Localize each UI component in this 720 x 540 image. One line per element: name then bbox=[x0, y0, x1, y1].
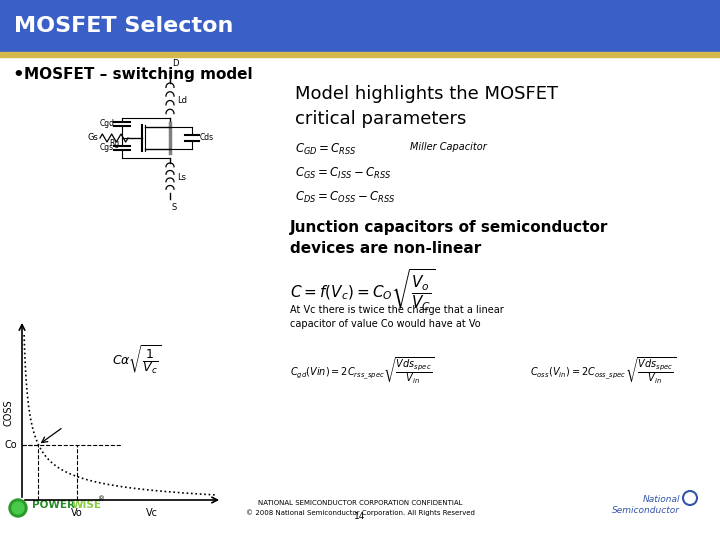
Text: Cgs: Cgs bbox=[100, 144, 114, 152]
Text: Junction capacitors of semiconductor
devices are non-linear: Junction capacitors of semiconductor dev… bbox=[290, 220, 608, 256]
Text: NATIONAL SEMICONDUCTOR CORPORATION CONFIDENTIAL
© 2008 National Semiconductor Co: NATIONAL SEMICONDUCTOR CORPORATION CONFI… bbox=[246, 500, 474, 516]
Text: WISE: WISE bbox=[72, 500, 102, 510]
Bar bbox=[0, 0, 720, 52]
Text: MOSFET Selecton: MOSFET Selecton bbox=[14, 16, 233, 36]
Text: $C = f(V_c) = C_O\sqrt{\dfrac{V_o}{V_C}}$: $C = f(V_c) = C_O\sqrt{\dfrac{V_o}{V_C}}… bbox=[290, 268, 435, 313]
Text: MOSFET – switching model: MOSFET – switching model bbox=[24, 68, 253, 83]
Text: National
Semiconductor: National Semiconductor bbox=[612, 495, 680, 515]
Text: Vc: Vc bbox=[146, 508, 158, 518]
Text: POWER: POWER bbox=[32, 500, 75, 510]
Text: Miller Capacitor: Miller Capacitor bbox=[410, 142, 487, 152]
Text: 14: 14 bbox=[354, 512, 366, 521]
Text: $C_{GD} = C_{RSS}$: $C_{GD} = C_{RSS}$ bbox=[295, 142, 357, 157]
Text: Co: Co bbox=[4, 440, 17, 450]
Bar bbox=[0, 52, 720, 57]
Text: S: S bbox=[172, 203, 177, 212]
Text: $C_{oss}(V_{in}) = 2C_{oss\_spec}\sqrt{\dfrac{Vds_{spec}}{V_{in}}}$: $C_{oss}(V_{in}) = 2C_{oss\_spec}\sqrt{\… bbox=[530, 355, 676, 386]
Text: D: D bbox=[172, 59, 179, 68]
Text: $C_{GS} = C_{ISS} - C_{RSS}$: $C_{GS} = C_{ISS} - C_{RSS}$ bbox=[295, 166, 392, 181]
Text: $C_{DS} = C_{OSS} - C_{RSS}$: $C_{DS} = C_{OSS} - C_{RSS}$ bbox=[295, 190, 395, 205]
Text: Gs: Gs bbox=[88, 132, 99, 141]
Text: Ld: Ld bbox=[177, 96, 187, 105]
Text: At Vc there is twice the charge that a linear
capacitor of value Co would have a: At Vc there is twice the charge that a l… bbox=[290, 305, 504, 329]
Circle shape bbox=[12, 502, 24, 514]
Circle shape bbox=[9, 499, 27, 517]
Text: Cds: Cds bbox=[200, 133, 214, 143]
Text: $C_{gd}(Vin) = 2C_{rss\_spec}\sqrt{\dfrac{Vds_{spec}}{V_{in}}}$: $C_{gd}(Vin) = 2C_{rss\_spec}\sqrt{\dfra… bbox=[290, 355, 434, 386]
Text: COSS: COSS bbox=[3, 399, 13, 426]
Text: Vo: Vo bbox=[71, 508, 83, 518]
Text: Model highlights the MOSFET
critical parameters: Model highlights the MOSFET critical par… bbox=[295, 85, 558, 128]
Text: •: • bbox=[12, 66, 24, 84]
Text: ®: ® bbox=[98, 496, 105, 502]
Text: Cgd: Cgd bbox=[100, 119, 115, 129]
Text: $C\alpha\sqrt{\dfrac{1}{V_c}}$: $C\alpha\sqrt{\dfrac{1}{V_c}}$ bbox=[112, 343, 162, 376]
Bar bbox=[0, 57, 720, 540]
Text: Ls: Ls bbox=[177, 173, 186, 183]
Text: Rg: Rg bbox=[109, 139, 119, 148]
